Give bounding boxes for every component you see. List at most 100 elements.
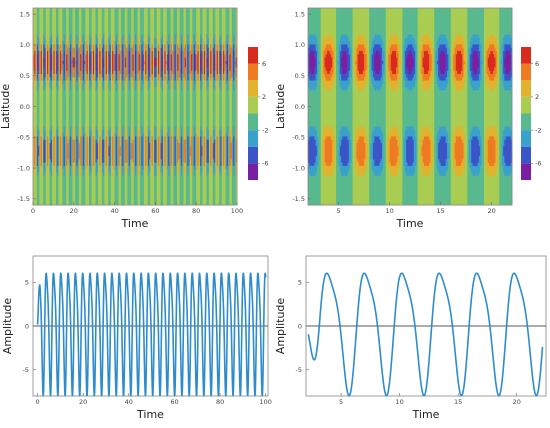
heatmap-cell — [54, 188, 57, 193]
heatmap-cell — [48, 11, 50, 15]
heatmap-cell — [67, 201, 70, 206]
heatmap-cell — [49, 21, 52, 25]
heatmap-cell — [50, 142, 53, 147]
heatmap-cell — [39, 178, 41, 183]
heatmap-cell — [43, 162, 45, 166]
heatmap-cell — [67, 93, 70, 97]
heatmap-cell — [78, 80, 81, 84]
heatmap-cell — [82, 93, 85, 97]
heatmap-cell — [55, 17, 58, 22]
heatmap-cell — [36, 191, 39, 196]
heatmap-cell — [52, 76, 54, 81]
heatmap-cell — [58, 132, 61, 137]
heatmap-cell — [35, 165, 38, 170]
heatmap-cell — [54, 90, 57, 94]
heatmap-cell — [35, 60, 38, 65]
heatmap-cell — [43, 96, 45, 101]
heatmap-cell — [77, 113, 80, 117]
heatmap-cell — [48, 40, 50, 45]
heatmap-cell — [67, 149, 70, 153]
heatmap-cell — [81, 145, 84, 150]
heatmap-cell — [39, 195, 41, 199]
heatmap-cell — [52, 96, 54, 101]
heatmap-cell — [57, 172, 59, 176]
heatmap-cell — [73, 73, 76, 78]
heatmap-cell — [84, 136, 86, 140]
heatmap-cell — [66, 86, 68, 91]
heatmap-cell — [76, 159, 78, 163]
heatmap-cell — [40, 106, 43, 111]
heatmap-cell — [63, 119, 66, 124]
heatmap-cell — [43, 116, 45, 120]
heatmap-cell — [71, 191, 73, 196]
heatmap-cell — [61, 50, 63, 55]
heatmap-cell — [41, 73, 44, 78]
heatmap-cell — [62, 142, 64, 147]
heatmap-cell — [53, 198, 56, 203]
heatmap-cell — [62, 99, 64, 104]
heatmap-cell — [69, 178, 72, 183]
heatmap-cell — [71, 76, 73, 81]
heatmap-cell — [36, 139, 39, 143]
heatmap-cell — [59, 96, 62, 101]
heatmap-cell — [33, 67, 35, 71]
heatmap-cell — [76, 21, 78, 25]
heatmap-cell — [64, 162, 67, 166]
heatmap-cell — [41, 27, 44, 32]
heatmap-cell — [76, 185, 78, 189]
heatmap-cell — [75, 14, 77, 19]
heatmap-cell — [55, 40, 58, 45]
heatmap-cell — [69, 24, 72, 29]
heatmap-cell — [55, 155, 58, 160]
heatmap-cell — [69, 14, 72, 19]
heatmap-cell — [41, 162, 44, 166]
heatmap-cell — [50, 90, 53, 94]
heatmap-cell — [52, 116, 54, 120]
heatmap-cell — [41, 185, 44, 189]
heatmap-cell — [63, 57, 66, 61]
heatmap-cell — [45, 86, 48, 91]
heatmap-cell — [68, 80, 71, 84]
heatmap-cell — [73, 37, 76, 42]
heatmap-cell — [48, 103, 50, 107]
heatmap-cell — [78, 168, 81, 173]
heatmap-cell — [57, 37, 59, 42]
heatmap-cell — [48, 27, 50, 32]
heatmap-cell — [80, 50, 82, 55]
heatmap-cell — [63, 113, 66, 117]
heatmap-cell — [72, 40, 75, 45]
heatmap-cell — [35, 44, 38, 48]
heatmap-cell — [39, 93, 41, 97]
heatmap-cell — [78, 44, 81, 48]
heatmap-cell — [55, 90, 58, 94]
heatmap-cell — [68, 113, 71, 117]
heatmap-cell — [67, 34, 70, 38]
heatmap-cell — [41, 119, 44, 124]
heatmap-cell — [38, 116, 40, 120]
heatmap-cell — [43, 44, 45, 48]
heatmap-cell — [84, 149, 86, 153]
heatmap-cell — [34, 109, 36, 114]
heatmap-cell — [64, 60, 67, 65]
heatmap-cell — [33, 155, 35, 160]
heatmap-cell — [34, 175, 36, 180]
heatmap-cell — [53, 60, 56, 65]
heatmap-cell — [41, 155, 44, 160]
heatmap-cell — [75, 139, 77, 143]
heatmap-cell — [59, 24, 62, 29]
heatmap-cell — [62, 139, 64, 143]
heatmap-cell — [73, 182, 76, 186]
heatmap-cell — [40, 136, 43, 140]
heatmap-cell — [35, 159, 38, 163]
heatmap-cell — [63, 159, 66, 163]
heatmap-cell — [35, 155, 38, 160]
heatmap-cell — [58, 116, 61, 120]
heatmap-cell — [41, 198, 44, 203]
heatmap-cell — [43, 149, 45, 153]
heatmap-cell — [61, 132, 63, 137]
heatmap-cell — [44, 8, 47, 12]
heatmap-cell — [52, 34, 54, 38]
heatmap-cell — [54, 126, 57, 130]
heatmap-cell — [44, 201, 47, 206]
heatmap-cell — [45, 90, 48, 94]
